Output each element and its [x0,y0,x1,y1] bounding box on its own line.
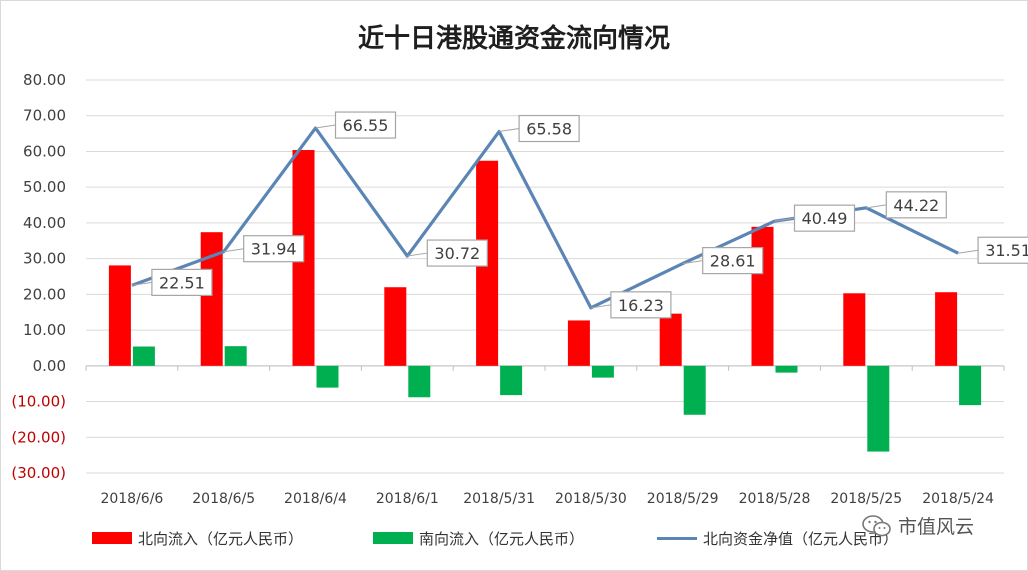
bar-north [567,320,590,366]
data-label-box [885,191,947,219]
bar-north [384,287,407,366]
y-tick-label: 80.00 [23,71,66,89]
bar-north [200,232,223,366]
data-label: 66.55 [343,116,389,135]
data-label-box [426,239,488,267]
y-tick-label: 50.00 [23,178,66,196]
bar-south [224,346,247,366]
x-tick-label: 2018/6/4 [284,491,347,507]
x-tick-label: 2018/5/30 [555,491,627,507]
x-tick-label: 2018/5/28 [739,491,811,507]
data-label: 40.49 [802,209,848,228]
data-label-box [610,291,672,319]
data-label: 16.23 [618,296,664,315]
data-label-leader [131,281,152,286]
data-label-box [334,111,397,139]
legend-net-label: 北向资金净值（亿元人民币） [703,529,899,548]
legend-net-swatch [657,536,697,540]
y-tick-label: 40.00 [23,214,66,232]
data-label-leader [682,260,703,265]
x-tick-label: 2018/6/1 [376,491,439,507]
data-label-box [702,247,764,275]
bar-south [408,365,431,398]
bar-south [132,346,155,366]
bar-south [959,365,982,406]
legend-north: 北向流入（亿元人民币） [92,526,303,550]
data-label: 31.51 [985,241,1028,260]
data-label-leader [223,248,244,253]
y-tick-label: 70.00 [23,107,66,125]
data-label: 44.22 [893,196,939,215]
bar-north [935,292,958,366]
legend-north-swatch [92,532,132,544]
bar-south [683,365,706,415]
data-label-leader [315,124,336,129]
data-label-box [793,204,856,232]
y-tick-label: 60.00 [23,142,66,160]
data-label-leader [407,252,428,257]
y-tick-label: 20.00 [23,285,66,303]
bar-south [775,365,798,373]
data-label-box [151,268,213,296]
x-tick-label: 2018/5/29 [647,491,719,507]
data-label-leader [866,204,887,209]
legend-south-label: 南向流入（亿元人民币） [419,529,585,548]
data-label: 30.72 [434,244,480,263]
bar-north [108,265,131,366]
data-label-leader [958,249,979,254]
y-tick-label: (20.00) [11,428,66,446]
data-label-box [977,236,1028,264]
y-tick-label: (10.00) [11,393,66,411]
watermark-text: 市值风云 [898,516,975,538]
wechat-icon [862,514,891,536]
chart-title: 近十日港股通资金流向情况 [357,24,670,54]
bar-south [867,365,890,452]
data-label-box [518,114,580,143]
watermark: 市值风云 [862,512,974,539]
data-label-leader [499,128,520,133]
legend-south: 南向流入（亿元人民币） [373,526,584,550]
y-tick-label: 30.00 [23,250,66,268]
x-tick-label: 2018/6/6 [100,491,163,507]
x-tick-label: 2018/5/24 [922,491,994,507]
legend-south-swatch [373,532,413,544]
bar-north [843,293,866,366]
bar-south [500,365,523,396]
data-label-box [243,235,305,263]
data-label-leader [590,304,611,309]
y-tick-label: 0.00 [33,357,66,375]
legend-north-label: 北向流入（亿元人民币） [138,529,304,548]
x-tick-label: 2018/6/5 [192,491,255,507]
bar-north [659,313,682,366]
y-tick-label: 10.00 [23,321,66,339]
data-label: 65.58 [526,120,572,139]
bar-south [316,365,339,388]
legend-net: 北向资金净值（亿元人民币） [657,526,898,550]
data-label: 28.61 [710,252,756,271]
bar-south [591,365,614,378]
y-tick-label: (30.00) [11,464,66,482]
x-tick-label: 2018/5/25 [830,491,902,507]
x-tick-label: 2018/5/31 [463,491,535,507]
data-label: 22.51 [159,273,205,292]
data-label: 31.94 [251,240,297,259]
data-label-leader [774,217,795,222]
